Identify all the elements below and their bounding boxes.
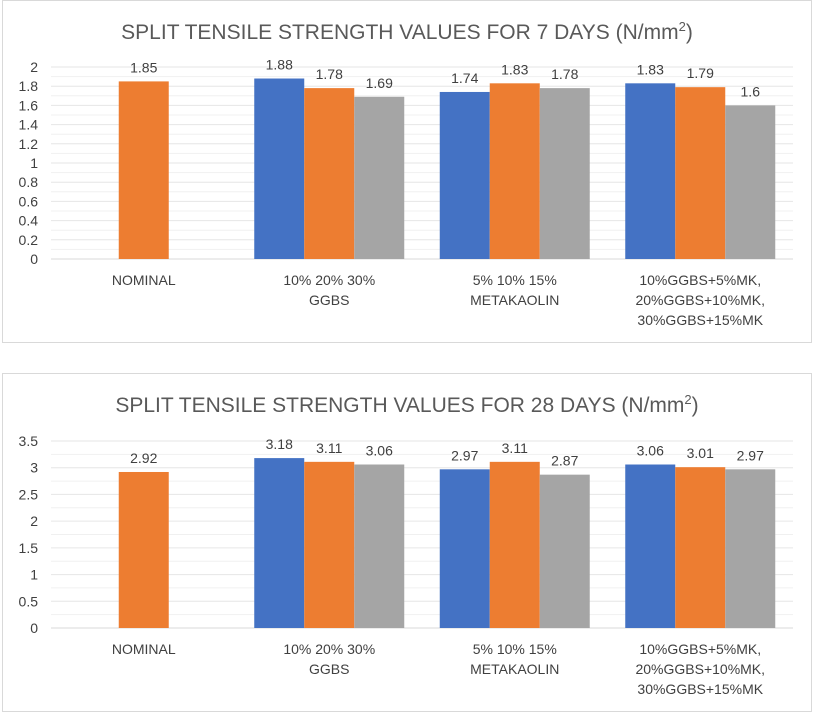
c1-bar: [304, 88, 355, 260]
c2-bar: [118, 471, 169, 628]
c1-y-tick-label: 0.4: [19, 213, 39, 229]
c2-y-tick-label: 2.5: [19, 486, 39, 502]
c1-data-label: 1.83: [637, 61, 664, 77]
c2-bar: [254, 458, 305, 628]
c2-bar: [304, 461, 355, 628]
c1-category-label: 10%GGBS+5%MK,: [639, 272, 761, 288]
c1-data-label: 1.74: [451, 70, 478, 86]
c2-y-tick-label: 2: [30, 513, 38, 529]
c1-y-tick-label: 0: [30, 251, 38, 267]
c1-data-label: 1.69: [366, 75, 393, 91]
c2-y-tick-label: 3.5: [19, 433, 39, 449]
c2-bar: [439, 469, 490, 628]
c1-bar: [354, 96, 405, 259]
c1-y-tick-label: 0.2: [19, 232, 39, 248]
c2-category-label: 30%GGBS+15%MK: [637, 681, 763, 697]
c2-data-label: 3.18: [266, 436, 293, 452]
c1-bar: [254, 78, 305, 260]
c2-category-label: NOMINAL: [112, 641, 176, 657]
c1-data-label: 1.78: [551, 66, 578, 82]
c2-bar: [489, 461, 540, 628]
c2-y-tick-label: 3: [30, 460, 38, 476]
c2-y-tick-label: 1.5: [19, 540, 39, 556]
c2-category-label: 10% 20% 30%: [283, 641, 375, 657]
c1-y-tick-label: 1.6: [19, 97, 39, 113]
c1-data-label: 1.85: [130, 59, 157, 75]
c1-y-tick-label: 1: [30, 155, 38, 171]
c1-bar: [725, 105, 776, 260]
c2-data-label: 3.11: [502, 440, 528, 456]
c1-category-label: GGBS: [309, 292, 349, 308]
c1-category-label: 20%GGBS+10%MK,: [635, 292, 765, 308]
c1-bar: [439, 91, 490, 260]
c1-category-label: 30%GGBS+15%MK: [637, 312, 763, 328]
c1-chart-title: SPLIT TENSILE STRENGTH VALUES FOR 7 DAYS…: [121, 19, 693, 44]
c2-data-label: 3.06: [366, 443, 393, 459]
c2-chart-title: SPLIT TENSILE STRENGTH VALUES FOR 28 DAY…: [115, 392, 698, 417]
c1-category-label: 5% 10% 15%: [473, 272, 557, 288]
c1-data-label: 1.88: [266, 57, 293, 73]
c1-data-label: 1.83: [501, 61, 528, 77]
c2-bar: [539, 474, 590, 628]
c2-bar: [625, 464, 676, 628]
c1-category-label: METAKAOLIN: [470, 292, 559, 308]
c1-bar: [118, 81, 169, 260]
c1-bar: [539, 88, 590, 260]
c1-category-label: NOMINAL: [112, 272, 176, 288]
chart-7-days-svg: SPLIT TENSILE STRENGTH VALUES FOR 7 DAYS…: [19, 19, 793, 328]
c1-data-label: 1.6: [741, 83, 761, 99]
c2-data-label: 2.97: [737, 447, 764, 463]
c2-category-label: 5% 10% 15%: [473, 641, 557, 657]
c2-bar: [354, 464, 405, 628]
c2-data-label: 2.87: [551, 453, 578, 469]
chart-28-days: SPLIT TENSILE STRENGTH VALUES FOR 28 DAY…: [2, 373, 812, 712]
c1-y-tick-label: 1.8: [19, 78, 39, 94]
c2-category-label: 10%GGBS+5%MK,: [639, 641, 761, 657]
c2-category-label: 20%GGBS+10%MK,: [635, 661, 765, 677]
c2-data-label: 3.06: [637, 443, 664, 459]
c2-y-tick-label: 0: [30, 620, 38, 636]
c2-data-label: 3.11: [316, 440, 342, 456]
c2-category-label: GGBS: [309, 661, 349, 677]
c1-category-label: 10% 20% 30%: [283, 272, 375, 288]
c2-y-tick-label: 0.5: [19, 593, 39, 609]
c1-y-tick-label: 1.2: [19, 136, 39, 152]
c1-y-tick-label: 2: [30, 59, 38, 75]
chart-28-days-svg: SPLIT TENSILE STRENGTH VALUES FOR 28 DAY…: [19, 392, 793, 697]
c2-bar: [675, 467, 726, 628]
c1-bar: [489, 83, 540, 259]
c2-bar: [725, 469, 776, 628]
c2-data-label: 2.92: [130, 450, 157, 466]
c2-data-label: 2.97: [451, 447, 478, 463]
c1-y-tick-label: 1.4: [19, 117, 39, 133]
c1-bar: [625, 83, 676, 259]
c2-data-label: 3.01: [687, 445, 714, 461]
c2-y-tick-label: 1: [30, 567, 38, 583]
c1-data-label: 1.78: [316, 66, 343, 82]
c1-y-tick-label: 0.6: [19, 193, 39, 209]
c1-data-label: 1.79: [687, 65, 714, 81]
c1-y-tick-label: 0.8: [19, 174, 39, 190]
c1-bar: [675, 87, 726, 259]
chart-7-days: SPLIT TENSILE STRENGTH VALUES FOR 7 DAYS…: [2, 0, 812, 343]
c2-category-label: METAKAOLIN: [470, 661, 559, 677]
